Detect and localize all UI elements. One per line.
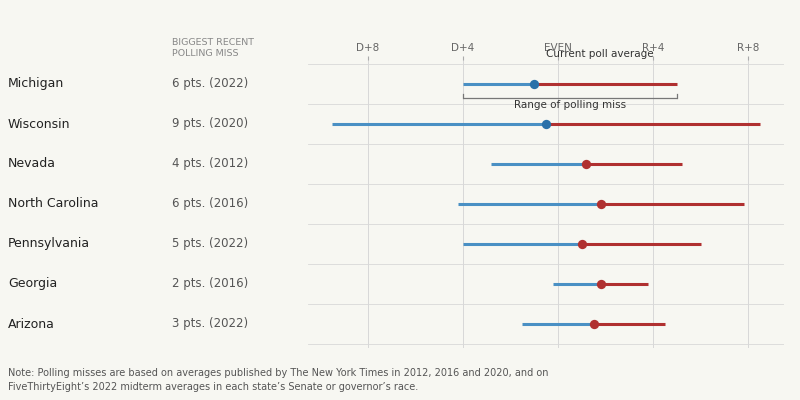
- Text: Arizona: Arizona: [8, 318, 55, 330]
- Text: Note: Polling misses are based on averages published by The New York Times in 20: Note: Polling misses are based on averag…: [8, 368, 549, 392]
- Point: [587, 321, 600, 327]
- Text: 6 pts. (2022): 6 pts. (2022): [172, 78, 248, 90]
- Text: Current poll average: Current poll average: [546, 49, 654, 59]
- Text: Range of polling miss: Range of polling miss: [514, 100, 626, 110]
- Text: 6 pts. (2016): 6 pts. (2016): [172, 198, 248, 210]
- Text: North Carolina: North Carolina: [8, 198, 98, 210]
- Point: [539, 121, 552, 127]
- Point: [528, 81, 541, 87]
- Text: Wisconsin: Wisconsin: [8, 118, 70, 130]
- Text: 4 pts. (2012): 4 pts. (2012): [172, 158, 248, 170]
- Text: Pennsylvania: Pennsylvania: [8, 238, 90, 250]
- Text: Nevada: Nevada: [8, 158, 56, 170]
- Text: Georgia: Georgia: [8, 278, 58, 290]
- Text: BIGGEST RECENT
POLLING MISS: BIGGEST RECENT POLLING MISS: [172, 38, 254, 58]
- Point: [594, 281, 607, 287]
- Text: 5 pts. (2022): 5 pts. (2022): [172, 238, 248, 250]
- Text: 3 pts. (2022): 3 pts. (2022): [172, 318, 248, 330]
- Point: [594, 201, 607, 207]
- Text: 9 pts. (2020): 9 pts. (2020): [172, 118, 248, 130]
- Point: [575, 241, 588, 247]
- Point: [580, 161, 593, 167]
- Text: 2 pts. (2016): 2 pts. (2016): [172, 278, 248, 290]
- Text: Michigan: Michigan: [8, 78, 64, 90]
